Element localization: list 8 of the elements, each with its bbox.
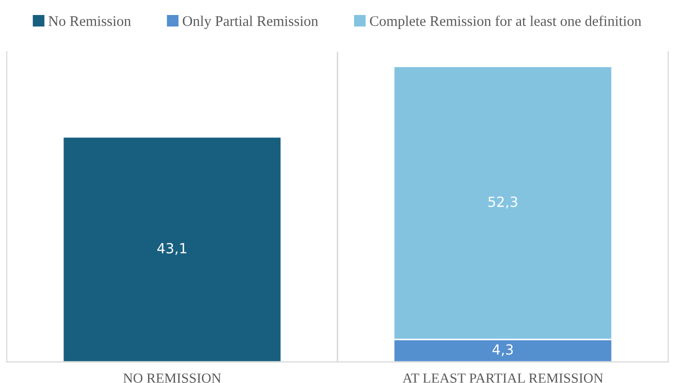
legend-label: No Remission: [48, 16, 131, 26]
legend-label: Only Partial Remission: [182, 16, 318, 29]
legend-label: Complete Remission for at least one definition: [370, 16, 642, 29]
x-tick-label: NO REMISSION: [123, 373, 221, 383]
data-label: 4,3: [492, 344, 513, 356]
data-label: 52,3: [488, 196, 518, 208]
data-label: 43,1: [157, 242, 186, 255]
x-tick-label: AT LEAST PARTIAL REMISSION: [402, 373, 604, 383]
